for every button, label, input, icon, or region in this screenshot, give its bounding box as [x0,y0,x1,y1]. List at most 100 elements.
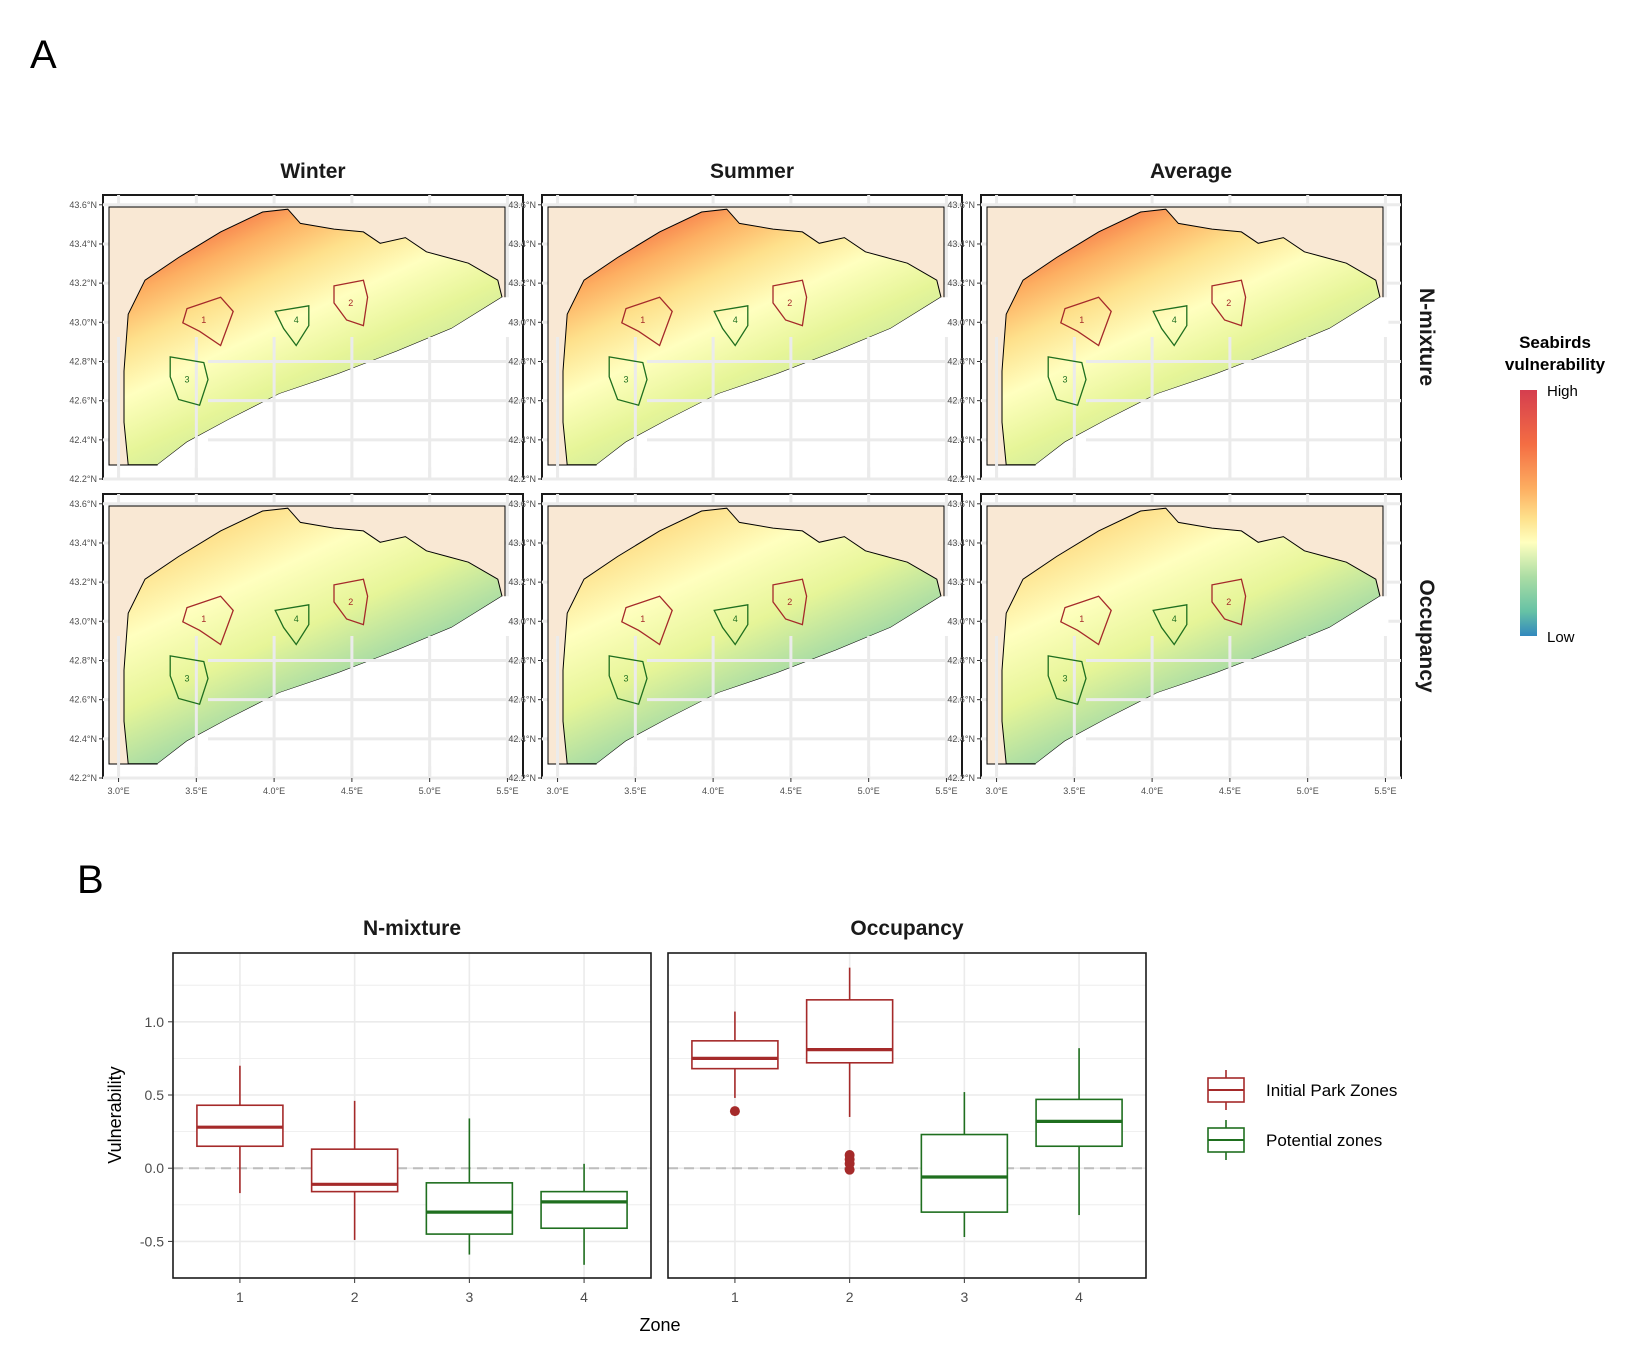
facet-frame [667,952,1147,1279]
legend-low-label: Low [1547,629,1575,646]
zone-1-label: 1 [201,315,206,325]
y-tick-label: 43.4°N [69,239,97,249]
box-zone-4 [1035,1048,1123,1216]
x-tick-label: 3.0°E [107,786,129,796]
y-tick-label: 42.2°N [69,773,97,783]
box-iqr [540,1190,628,1230]
y-tick-label: 43.2°N [508,278,536,288]
x-tick-label: 4.0°E [263,786,285,796]
y-tick-label: 42.6°N [947,695,975,705]
vulnerability-legend: Seabirds vulnerability High Low [1505,333,1606,646]
facet-occupancy: Occupancy 1 2 3 4 [667,917,1147,1305]
y-tick-label: 43.2°N [947,577,975,587]
open-sea [596,596,950,767]
y-tick-label: 1.0 [145,1014,165,1030]
map-panel: 1 2 3 4 43.6°N 43.4°N 43.2°N 43.0°N 42.8°N 42.6°N… [508,493,963,796]
y-tick-label: 43.0°N [69,616,97,626]
x-tick-label: 3.5°E [185,786,207,796]
y-tick-label: 42.4°N [69,734,97,744]
x-tick-label: 4.0°E [1141,786,1163,796]
zone-3-label: 3 [1062,375,1067,385]
map-panel: 1 2 3 4 43.6°N 43.4°N 43.2°N 43.0°N 42.8°N 42.6°N… [947,493,1402,796]
x-tick-label: 3.0°E [546,786,568,796]
y-tick-label: 42.4°N [508,734,536,744]
y-tick-label: 42.2°N [508,773,536,783]
row-title-occupancy: Occupancy [1415,579,1438,693]
zone-3-outline [1047,655,1087,705]
box-iqr [920,1133,1009,1213]
box-zone-2 [310,1100,399,1240]
zone-2-outline [1211,578,1247,626]
map-panels: 1 2 3 4 43.6°N 43.4°N 43.2°N 43.0°N 42.8°N 42.6°N… [69,160,1438,796]
zone-3-label: 3 [623,375,628,385]
zone-2-label: 2 [787,597,792,607]
zone-2-label: 2 [348,298,353,308]
panel-label-b: B [77,858,104,902]
box-zone-2 [805,967,894,1175]
zone-2-outline [1211,279,1247,327]
y-axis-title: Vulnerability [105,1066,125,1163]
zone-2-label: 2 [1226,597,1231,607]
y-tick-label: 43.6°N [69,200,97,210]
y-tick-label: 43.4°N [508,538,536,548]
zone-1-label: 1 [640,315,645,325]
x-tick-label: 3.0°E [985,786,1007,796]
zone-3-outline [608,356,648,406]
legend-item-initial: Initial Park Zones [1207,1070,1397,1110]
y-tick-label: 43.4°N [69,538,97,548]
zone-3-label: 3 [1062,674,1067,684]
box-iqr [691,1040,779,1070]
column-title-winter: Winter [280,160,345,183]
y-tick-label: 43.4°N [947,239,975,249]
zone-4-outline [274,305,310,347]
zone-4-outline [713,305,749,347]
facet-frame [172,952,652,1279]
y-tick-label: 42.8°N [508,356,536,366]
x-tick-label: 5.5°E [496,786,518,796]
y-tick-label: 43.0°N [947,616,975,626]
open-sea [157,297,511,468]
y-tick-label: 42.6°N [508,396,536,406]
zone-3-outline [169,655,209,705]
map-panel: 1 2 3 4 43.6°N 43.4°N 43.2°N 43.0°N 42.8°N 42.6°N… [69,493,524,796]
box-zone-4 [540,1163,628,1265]
x-tick-label: 3.5°E [1063,786,1085,796]
y-tick-label: 42.6°N [69,396,97,406]
x-tick-label: 3.5°E [624,786,646,796]
legend-title-line1: Seabirds [1519,333,1591,352]
y-tick-label: 43.4°N [508,239,536,249]
facet-title: Occupancy [850,917,964,940]
y-tick-label: 42.6°N [508,695,536,705]
y-tick-label: 42.8°N [947,655,975,665]
zone-1-outline [1060,296,1112,347]
legend-title-line2: vulnerability [1505,355,1606,374]
zone-4-label: 4 [733,315,738,325]
box-iqr [425,1182,514,1235]
legend-high-label: High [1547,383,1578,400]
zone-4-label: 4 [1172,315,1177,325]
box-zone-3 [425,1118,514,1255]
y-tick-label: 43.6°N [69,499,97,509]
zone-2-outline [333,578,369,626]
open-sea [157,596,511,767]
legend-colorbar [1520,390,1537,636]
zone-4-label: 4 [1172,614,1177,624]
y-tick-label: 42.8°N [508,655,536,665]
zone-legend: Initial Park Zones Potential zones [1207,1070,1397,1160]
y-tick-label: 43.4°N [947,538,975,548]
zone-1-label: 1 [1079,614,1084,624]
zone-3-outline [169,356,209,406]
zone-1-label: 1 [201,614,206,624]
zone-4-label: 4 [294,614,299,624]
y-tick-label: 42.4°N [947,435,975,445]
zone-4-outline [1152,604,1188,646]
open-sea [1035,297,1389,468]
column-title-average: Average [1150,160,1232,183]
y-tick-label: 43.0°N [69,317,97,327]
y-tick-label: 42.4°N [947,734,975,744]
open-sea [596,297,950,468]
column-title-summer: Summer [710,160,794,183]
y-tick-label: 43.6°N [508,499,536,509]
x-axis-title: Zone [639,1315,680,1335]
